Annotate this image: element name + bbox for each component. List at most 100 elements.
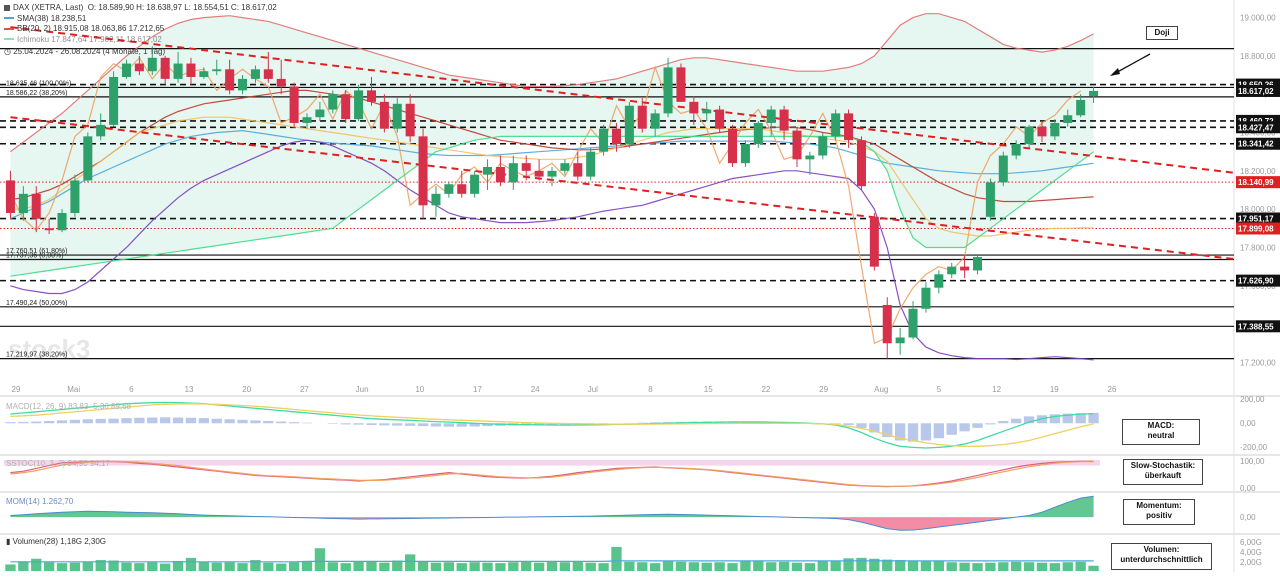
candle-body — [161, 58, 170, 79]
candle-body — [354, 90, 363, 119]
candle-body — [83, 136, 92, 180]
volume-bar — [921, 561, 931, 571]
volume-bar — [237, 563, 247, 571]
macd-hist-bar — [457, 423, 467, 426]
volume-bar — [495, 563, 505, 571]
price-tick-label: 19.000,00 — [1240, 14, 1276, 23]
sstoch-legend: SSTOC(10, 3, 3) 94,90 94,17 — [6, 459, 110, 468]
macd-hist-bar — [392, 423, 402, 425]
x-tick-label: 24 — [531, 385, 540, 394]
volume-bar — [147, 562, 157, 571]
volume-bar — [1088, 566, 1098, 571]
macd-hist-bar — [57, 420, 67, 423]
volume-bar — [547, 562, 557, 571]
volume-bar — [637, 562, 647, 571]
candle-body — [393, 104, 402, 129]
candle-body — [45, 228, 54, 230]
price-tick-label: 18.800,00 — [1240, 52, 1276, 61]
macd-hist-bar — [366, 423, 376, 425]
macd-hist-bar — [160, 417, 170, 423]
volume-bar — [302, 561, 312, 571]
macd-hist-bar — [985, 423, 995, 424]
volume-bar — [353, 562, 363, 571]
candle-body — [32, 194, 41, 219]
candle-body — [560, 163, 569, 171]
volume-bar — [843, 558, 853, 571]
macd-hist-bar — [147, 418, 157, 424]
level-badge-label: 18.341,42 — [1238, 140, 1274, 149]
macd-legend: MACD(12, 26, 9) 83,83 -5,36 89,68 — [6, 402, 131, 411]
candle-body — [174, 64, 183, 79]
volume-bar — [650, 563, 660, 571]
candle-body — [870, 217, 879, 267]
volume-bar — [328, 562, 338, 571]
macd-hist-bar — [379, 423, 389, 425]
last-price-label: 18.617,02 — [1238, 87, 1274, 96]
level-badge-label: 18.140,99 — [1238, 178, 1274, 187]
x-tick-label: 17 — [473, 385, 482, 394]
volume-legend: ▮ Volumen(28) 1,18G 2,30G — [6, 537, 106, 546]
x-tick-label: 20 — [242, 385, 251, 394]
x-tick-label: 12 — [992, 385, 1001, 394]
level-label: 17.490,24 (50,00%) — [6, 300, 68, 307]
volume-bar — [663, 561, 673, 571]
volume-bar — [83, 562, 93, 571]
candle-body — [109, 77, 118, 125]
volume-bar — [444, 562, 454, 571]
macd-hist-bar — [18, 422, 28, 423]
volume-axis-label: 2,00G — [1240, 558, 1262, 567]
macd-hist-bar — [224, 419, 234, 423]
volume-bar — [727, 563, 737, 571]
volume-bar — [366, 561, 376, 571]
candle-body — [547, 171, 556, 177]
candle-body — [186, 64, 195, 77]
volume-bar — [431, 563, 441, 571]
candle-body — [522, 163, 531, 171]
x-tick-label: 29 — [12, 385, 21, 394]
macd-hist-bar — [998, 421, 1008, 423]
candle-body — [780, 110, 789, 131]
momentum-legend: MOM(14) 1.262,70 — [6, 497, 73, 506]
candle-body — [496, 167, 505, 182]
candle-body — [715, 110, 724, 129]
macd-hist-bar — [444, 423, 454, 426]
level-badge-label: 17.388,55 — [1238, 322, 1274, 331]
volume-bar — [1076, 562, 1086, 571]
x-tick-label: 6 — [129, 385, 134, 394]
candle-body — [148, 58, 157, 71]
volume-bar — [289, 562, 299, 571]
candle-body — [741, 144, 750, 163]
volume-bar — [18, 561, 28, 571]
volume-bar — [831, 561, 841, 572]
candle-body — [792, 131, 801, 160]
candle-body — [1063, 115, 1072, 123]
sstoch-axis-label: 100,00 — [1240, 457, 1265, 466]
macd-hist-bar — [908, 423, 918, 441]
x-tick-label: 22 — [761, 385, 770, 394]
volume-bar — [31, 559, 41, 571]
volume-bar — [972, 563, 982, 571]
candle-body — [251, 69, 260, 79]
macd-hist-bar — [276, 422, 286, 424]
candle-body — [844, 113, 853, 140]
candle-body — [664, 67, 673, 113]
volume-bar — [934, 561, 944, 571]
callout-momentum: Momentum: positiv — [1123, 499, 1195, 525]
candle-body — [883, 305, 892, 343]
macd-hist-bar — [44, 421, 54, 423]
macd-hist-bar — [31, 422, 41, 424]
volume-bar — [379, 563, 389, 571]
macd-hist-bar — [250, 420, 260, 423]
legend-symbol: DAX (XETRA, Last) O: 18.589,90 H: 18.638… — [4, 3, 277, 14]
volume-axis-label: 6,00G — [1240, 538, 1262, 547]
volume-bar — [276, 564, 286, 571]
candle-body — [1012, 144, 1021, 155]
macd-hist-bar — [959, 423, 969, 431]
volume-bar — [186, 558, 196, 571]
volume-bar — [947, 562, 957, 571]
volume-bar — [689, 562, 699, 571]
volume-bar — [5, 564, 15, 571]
candle-body — [973, 257, 982, 270]
